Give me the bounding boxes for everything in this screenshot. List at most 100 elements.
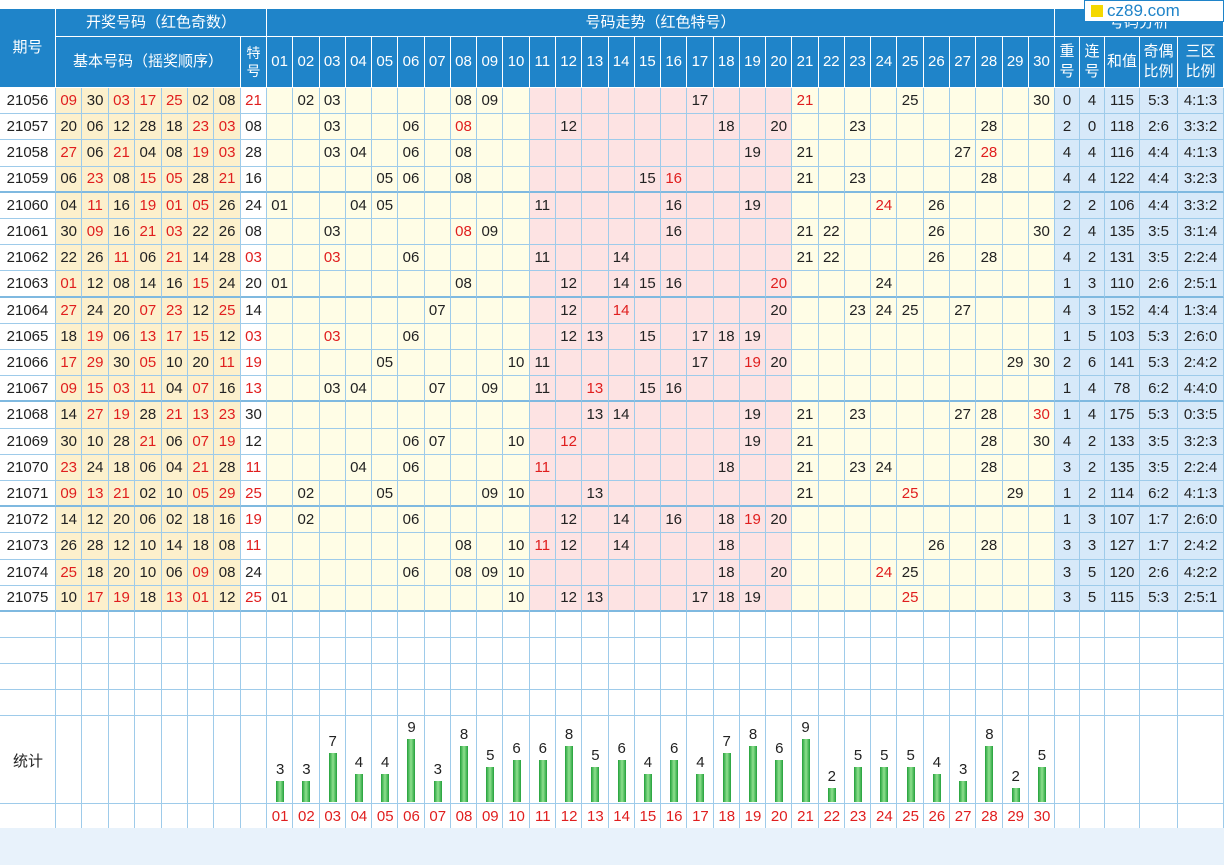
empty-cell bbox=[555, 664, 583, 690]
row-basic-number: 23 bbox=[82, 166, 109, 193]
trend-hit-22: 22 bbox=[818, 219, 845, 246]
trend-hit-19: 19 bbox=[739, 350, 767, 377]
trend-cell bbox=[372, 507, 399, 534]
trend-hit-20: 20 bbox=[766, 350, 793, 377]
trend-cell bbox=[844, 140, 872, 167]
stats-bar-label: 4 bbox=[696, 754, 705, 771]
trend-cell bbox=[661, 323, 688, 350]
empty-cell bbox=[82, 664, 109, 690]
trend-cell bbox=[555, 88, 583, 115]
trend-cell bbox=[372, 245, 399, 272]
trend-cell bbox=[503, 245, 530, 272]
row-basic-number: 08 bbox=[214, 533, 241, 560]
trend-cell bbox=[398, 88, 425, 115]
trend-cell bbox=[871, 88, 898, 115]
stats-bar bbox=[1011, 788, 1020, 802]
row-special-number: 20 bbox=[241, 271, 267, 298]
trend-cell bbox=[424, 271, 451, 298]
row-consecutive: 3 bbox=[1080, 271, 1105, 298]
trend-cell bbox=[345, 166, 373, 193]
trend-cell bbox=[739, 88, 767, 115]
trend-hit-19: 19 bbox=[739, 192, 767, 219]
trend-cell bbox=[345, 428, 373, 455]
trend-cell bbox=[450, 350, 478, 377]
footer-cell bbox=[976, 804, 1003, 828]
empty-cell bbox=[582, 612, 609, 638]
row-special-number: 19 bbox=[241, 350, 267, 377]
row-sum: 106 bbox=[1105, 192, 1140, 219]
empty-cell bbox=[267, 690, 294, 716]
empty-cell bbox=[372, 690, 399, 716]
trend-cell bbox=[923, 114, 951, 141]
row-basic-number: 14 bbox=[56, 507, 83, 534]
trend-cell bbox=[477, 402, 504, 429]
row-basic-number: 15 bbox=[188, 323, 215, 350]
footer-cell bbox=[293, 804, 320, 828]
trend-cell bbox=[687, 376, 714, 403]
trend-cell bbox=[424, 350, 451, 377]
empty-cell bbox=[1028, 690, 1056, 716]
trend-cell bbox=[766, 585, 793, 612]
stats-bar bbox=[486, 767, 495, 802]
trend-hit-03: 03 bbox=[319, 245, 346, 272]
trend-cell bbox=[818, 454, 845, 481]
empty-cell bbox=[372, 664, 399, 690]
row-sum: 135 bbox=[1105, 219, 1140, 246]
row-basic-number: 15 bbox=[188, 271, 215, 298]
empty-cell bbox=[871, 612, 898, 638]
header-col-03: 03 bbox=[319, 37, 346, 88]
row-oddeven: 3:5 bbox=[1140, 219, 1178, 246]
trend-hit-18: 18 bbox=[713, 454, 740, 481]
trend-cell bbox=[293, 350, 320, 377]
empty-cell bbox=[766, 664, 793, 690]
empty-cell bbox=[555, 690, 583, 716]
trend-cell bbox=[844, 323, 872, 350]
trend-cell bbox=[372, 140, 399, 167]
trend-hit-07: 07 bbox=[424, 297, 451, 324]
stats-bar bbox=[880, 767, 889, 802]
trend-cell bbox=[713, 402, 740, 429]
row-oddeven: 1:7 bbox=[1140, 507, 1178, 534]
empty-cell bbox=[634, 664, 662, 690]
empty-cell bbox=[1140, 612, 1178, 638]
trend-cell bbox=[267, 88, 294, 115]
trend-cell bbox=[398, 481, 425, 508]
row-period: 21062 bbox=[0, 245, 56, 272]
empty-cell bbox=[792, 664, 819, 690]
empty-cell bbox=[661, 690, 688, 716]
row-zone: 3:2:3 bbox=[1178, 428, 1224, 455]
trend-hit-07: 07 bbox=[424, 428, 451, 455]
trend-cell bbox=[687, 454, 714, 481]
stats-bar bbox=[670, 760, 679, 802]
trend-cell bbox=[398, 271, 425, 298]
row-period: 21063 bbox=[0, 271, 56, 298]
row-basic-number: 04 bbox=[135, 140, 162, 167]
stats-bar bbox=[854, 767, 863, 802]
row-consecutive: 2 bbox=[1080, 428, 1105, 455]
trend-cell bbox=[293, 219, 320, 246]
trend-cell bbox=[661, 402, 688, 429]
trend-cell bbox=[792, 350, 819, 377]
trend-cell bbox=[818, 350, 845, 377]
trend-cell bbox=[950, 428, 977, 455]
empty-cell bbox=[976, 638, 1003, 664]
trend-hit-02: 02 bbox=[293, 88, 320, 115]
empty-cell bbox=[345, 664, 373, 690]
row-consecutive: 5 bbox=[1080, 559, 1105, 586]
trend-hit-28: 28 bbox=[976, 114, 1003, 141]
trend-cell bbox=[398, 402, 425, 429]
header-col-23: 23 bbox=[844, 37, 872, 88]
row-special-number: 25 bbox=[241, 481, 267, 508]
trend-cell bbox=[267, 481, 294, 508]
row-zone: 2:4:2 bbox=[1178, 533, 1224, 560]
row-basic-number: 02 bbox=[161, 507, 188, 534]
footer-cell bbox=[82, 804, 109, 828]
trend-hit-13: 13 bbox=[582, 585, 609, 612]
trend-cell bbox=[766, 219, 793, 246]
header-col-16: 16 bbox=[661, 37, 688, 88]
row-basic-number: 06 bbox=[161, 428, 188, 455]
row-basic-number: 26 bbox=[82, 245, 109, 272]
site-logo[interactable]: cz89.com bbox=[1084, 0, 1224, 22]
empty-cell bbox=[0, 612, 56, 638]
trend-hit-21: 21 bbox=[792, 402, 819, 429]
